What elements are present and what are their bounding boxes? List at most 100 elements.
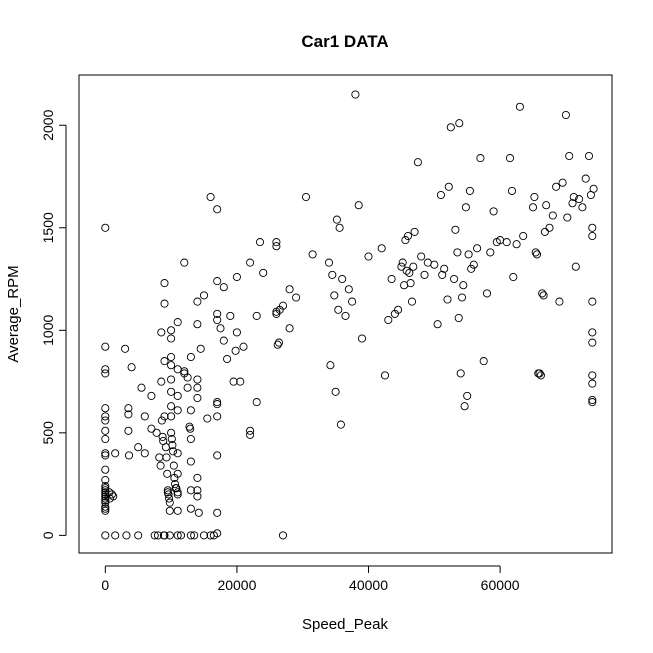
data-point xyxy=(278,301,288,310)
data-point xyxy=(101,502,110,511)
data-point xyxy=(575,195,584,204)
data-point xyxy=(464,250,473,259)
data-point xyxy=(581,174,590,183)
data-point xyxy=(588,398,597,407)
data-point xyxy=(285,285,294,294)
data-point xyxy=(246,258,255,267)
data-point xyxy=(351,90,360,99)
data-point xyxy=(406,279,415,288)
data-point xyxy=(232,328,241,337)
data-point xyxy=(101,494,110,503)
data-point xyxy=(456,369,465,378)
data-point xyxy=(384,315,393,325)
data-point xyxy=(457,293,467,302)
data-point xyxy=(167,334,176,343)
data-point xyxy=(552,182,561,191)
x-axis-label: Speed_Peak xyxy=(302,616,388,633)
data-point xyxy=(167,434,176,444)
data-point xyxy=(229,377,238,386)
data-point xyxy=(173,406,182,415)
data-point xyxy=(157,328,166,337)
data-point xyxy=(213,398,222,407)
data-point xyxy=(186,406,195,415)
data-point xyxy=(259,268,268,277)
chart-title: Car1 DATA xyxy=(301,32,388,51)
data-point xyxy=(486,248,495,257)
data-point xyxy=(167,402,176,411)
data-point xyxy=(246,430,255,439)
y-tick-label: 1000 xyxy=(40,315,56,346)
data-point xyxy=(183,383,192,392)
data-point xyxy=(101,365,110,374)
data-point xyxy=(535,369,544,378)
data-point xyxy=(467,264,476,273)
data-point xyxy=(167,361,176,370)
data-point xyxy=(402,266,411,275)
data-point xyxy=(232,272,241,282)
data-point xyxy=(193,492,202,501)
data-point xyxy=(364,252,373,261)
data-point xyxy=(528,203,538,212)
data-point xyxy=(341,311,350,320)
data-point xyxy=(536,371,545,380)
data-point xyxy=(157,377,166,386)
data-point xyxy=(588,395,597,405)
data-point xyxy=(150,531,159,540)
data-point xyxy=(167,352,176,362)
data-point xyxy=(588,379,597,388)
data-point xyxy=(530,192,539,202)
data-point xyxy=(532,250,542,259)
data-point xyxy=(348,297,357,306)
data-point xyxy=(101,465,110,474)
data-point xyxy=(548,211,557,220)
data-point xyxy=(173,365,182,374)
data-point xyxy=(111,449,120,458)
data-point xyxy=(147,424,156,433)
data-point xyxy=(255,238,265,247)
y-tick-label: 1500 xyxy=(40,212,56,243)
data-point xyxy=(252,398,261,407)
data-point xyxy=(121,344,130,353)
data-point xyxy=(588,338,597,347)
data-point xyxy=(252,311,261,320)
y-axis-label: Average_RPM xyxy=(5,265,22,362)
data-point xyxy=(169,447,178,456)
data-point xyxy=(569,192,578,202)
data-point xyxy=(338,274,347,284)
data-point xyxy=(512,240,521,249)
data-point xyxy=(272,238,281,247)
data-point xyxy=(173,469,182,478)
data-point xyxy=(539,291,548,300)
data-point xyxy=(180,367,189,376)
data-point xyxy=(165,494,174,503)
data-point xyxy=(479,357,488,366)
data-point xyxy=(584,151,594,161)
data-point xyxy=(273,340,282,349)
data-point xyxy=(186,352,195,362)
data-point xyxy=(377,244,386,253)
x-tick-label: 40000 xyxy=(349,577,388,593)
data-point xyxy=(274,338,284,347)
data-point xyxy=(463,391,472,400)
data-point xyxy=(213,400,222,409)
data-point xyxy=(502,238,511,247)
data-point xyxy=(561,110,570,120)
data-point xyxy=(410,227,419,236)
data-point xyxy=(459,281,468,290)
data-point xyxy=(193,375,202,384)
data-point xyxy=(169,461,178,470)
data-point xyxy=(165,531,174,540)
data-point xyxy=(167,387,176,396)
data-point xyxy=(152,428,161,437)
data-point xyxy=(334,305,343,314)
data-point xyxy=(199,531,209,540)
data-point xyxy=(588,297,597,306)
data-point xyxy=(176,531,186,540)
data-point xyxy=(157,416,166,425)
data-point xyxy=(193,486,202,495)
data-point xyxy=(473,244,482,253)
data-point xyxy=(196,344,205,353)
data-point xyxy=(398,258,407,267)
data-point xyxy=(101,404,110,413)
